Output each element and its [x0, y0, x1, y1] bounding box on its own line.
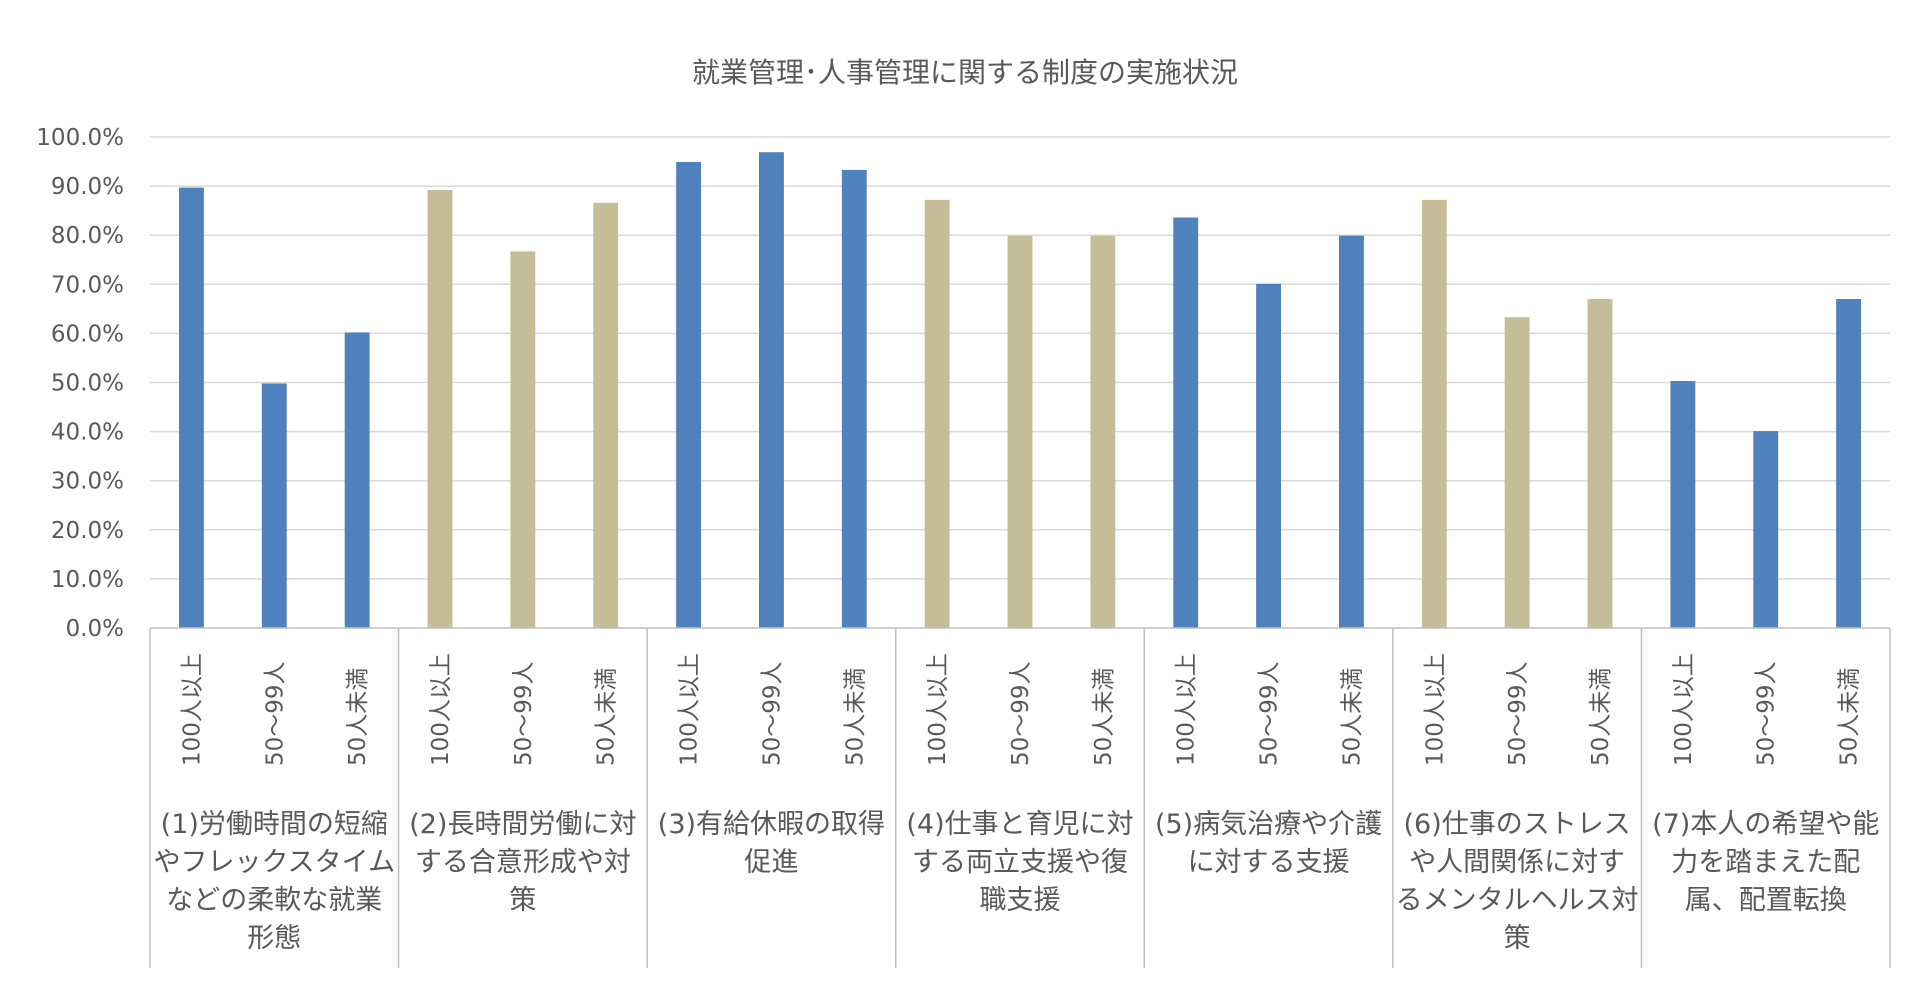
category-tick-label: 50人未満 [842, 668, 868, 766]
group-label-line: (3)有給休暇の取得 [658, 809, 885, 840]
category-tick-label: 100人以上 [1174, 653, 1200, 766]
axes [149, 627, 1891, 968]
category-tick-label: 50人未満 [1837, 668, 1863, 766]
group-label-line: 形態 [247, 923, 301, 954]
group-label-line: 策 [1504, 923, 1531, 954]
group-label-line: 力を踏まえた配 [1671, 847, 1860, 878]
bar [1836, 299, 1861, 628]
bar [593, 202, 619, 628]
y-tick-label: 70.0% [51, 272, 124, 298]
bar [1504, 317, 1530, 628]
bar [924, 199, 950, 628]
group-label-line: (5)病気治療や介護 [1155, 809, 1382, 840]
y-tick-label: 50.0% [51, 371, 124, 397]
category-tick-label: 50～99人 [1505, 661, 1531, 766]
group-label-line: や人間関係に対す [1409, 847, 1625, 878]
group-label-line: (6)仕事のストレス [1404, 809, 1631, 840]
chart-title: 就業管理･人事管理に関する制度の実施状況 [692, 56, 1238, 89]
bars [179, 152, 1861, 629]
category-tick-label: 100人以上 [1422, 653, 1448, 766]
category-tick-label: 100人以上 [428, 653, 454, 766]
group-label-line: (4)仕事と育児に対 [906, 809, 1133, 840]
bar [1670, 381, 1696, 628]
bar [344, 332, 370, 628]
group-label-line: などの柔軟な就業 [166, 885, 382, 916]
axis-labels: 0.0% 10.0% 20.0% 30.0% 40.0% 50.0% 60.0% 70.0% 8… [36, 125, 1879, 954]
group-label-line: する両立支援や復 [912, 847, 1128, 878]
category-tick-label: 50人未満 [594, 668, 620, 766]
bar [759, 152, 784, 628]
category-tick-label: 100人以上 [1671, 653, 1697, 766]
category-tick-label: 50人未満 [1339, 668, 1365, 766]
bar [179, 187, 204, 628]
y-tick-label: 100.0% [36, 125, 124, 151]
group-label-line: 属、配置転換 [1685, 885, 1847, 916]
bar [1587, 299, 1613, 628]
group-label-line: 促進 [744, 847, 798, 878]
bar [841, 169, 867, 628]
category-tick-label: 50～99人 [759, 661, 785, 766]
bar [427, 190, 453, 628]
category-tick-label: 100人以上 [677, 653, 703, 766]
category-tick-label: 50～99人 [1257, 661, 1283, 766]
y-tick-label: 0.0% [66, 616, 124, 642]
group-label-line: (2)長時間労働に対 [409, 809, 636, 840]
y-tick-label: 30.0% [51, 469, 124, 495]
bar [1421, 199, 1447, 628]
y-tick-label: 20.0% [51, 518, 124, 544]
y-tick-label: 80.0% [51, 223, 124, 249]
category-tick-label: 100人以上 [179, 653, 205, 766]
bar [1339, 235, 1364, 629]
category-tick-label: 50人未満 [1091, 668, 1117, 766]
bar [676, 162, 701, 628]
bar [261, 383, 287, 628]
category-tick-label: 50～99人 [1008, 661, 1034, 766]
group-label-line: 職支援 [980, 885, 1061, 916]
group-label-line: やフレックスタイム [153, 847, 395, 878]
category-tick-label: 50人未満 [1588, 668, 1614, 766]
y-tick-label: 10.0% [51, 567, 124, 593]
y-tick-label: 60.0% [51, 321, 124, 347]
bar [1173, 217, 1199, 629]
bar [1007, 235, 1033, 629]
bar [1256, 283, 1281, 628]
group-label-line: する合意形成や対 [415, 847, 631, 878]
bar [1090, 235, 1116, 629]
y-tick-label: 40.0% [51, 420, 124, 446]
bar [1753, 431, 1779, 628]
category-tick-label: 100人以上 [925, 653, 951, 766]
group-label-line: (1)労働時間の短縮 [161, 809, 388, 840]
group-label-line: 策 [509, 885, 536, 916]
category-tick-label: 50人未満 [345, 668, 371, 766]
y-tick-label: 90.0% [51, 174, 124, 200]
group-label-line: るメンタルヘルス対 [1396, 885, 1639, 916]
group-label-line: に対する支援 [1188, 847, 1350, 878]
category-tick-label: 50～99人 [1754, 661, 1780, 766]
group-label-line: (7)本人の希望や能 [1652, 809, 1879, 840]
category-tick-label: 50～99人 [262, 661, 288, 766]
bar [510, 251, 536, 628]
category-tick-label: 50～99人 [511, 661, 537, 766]
